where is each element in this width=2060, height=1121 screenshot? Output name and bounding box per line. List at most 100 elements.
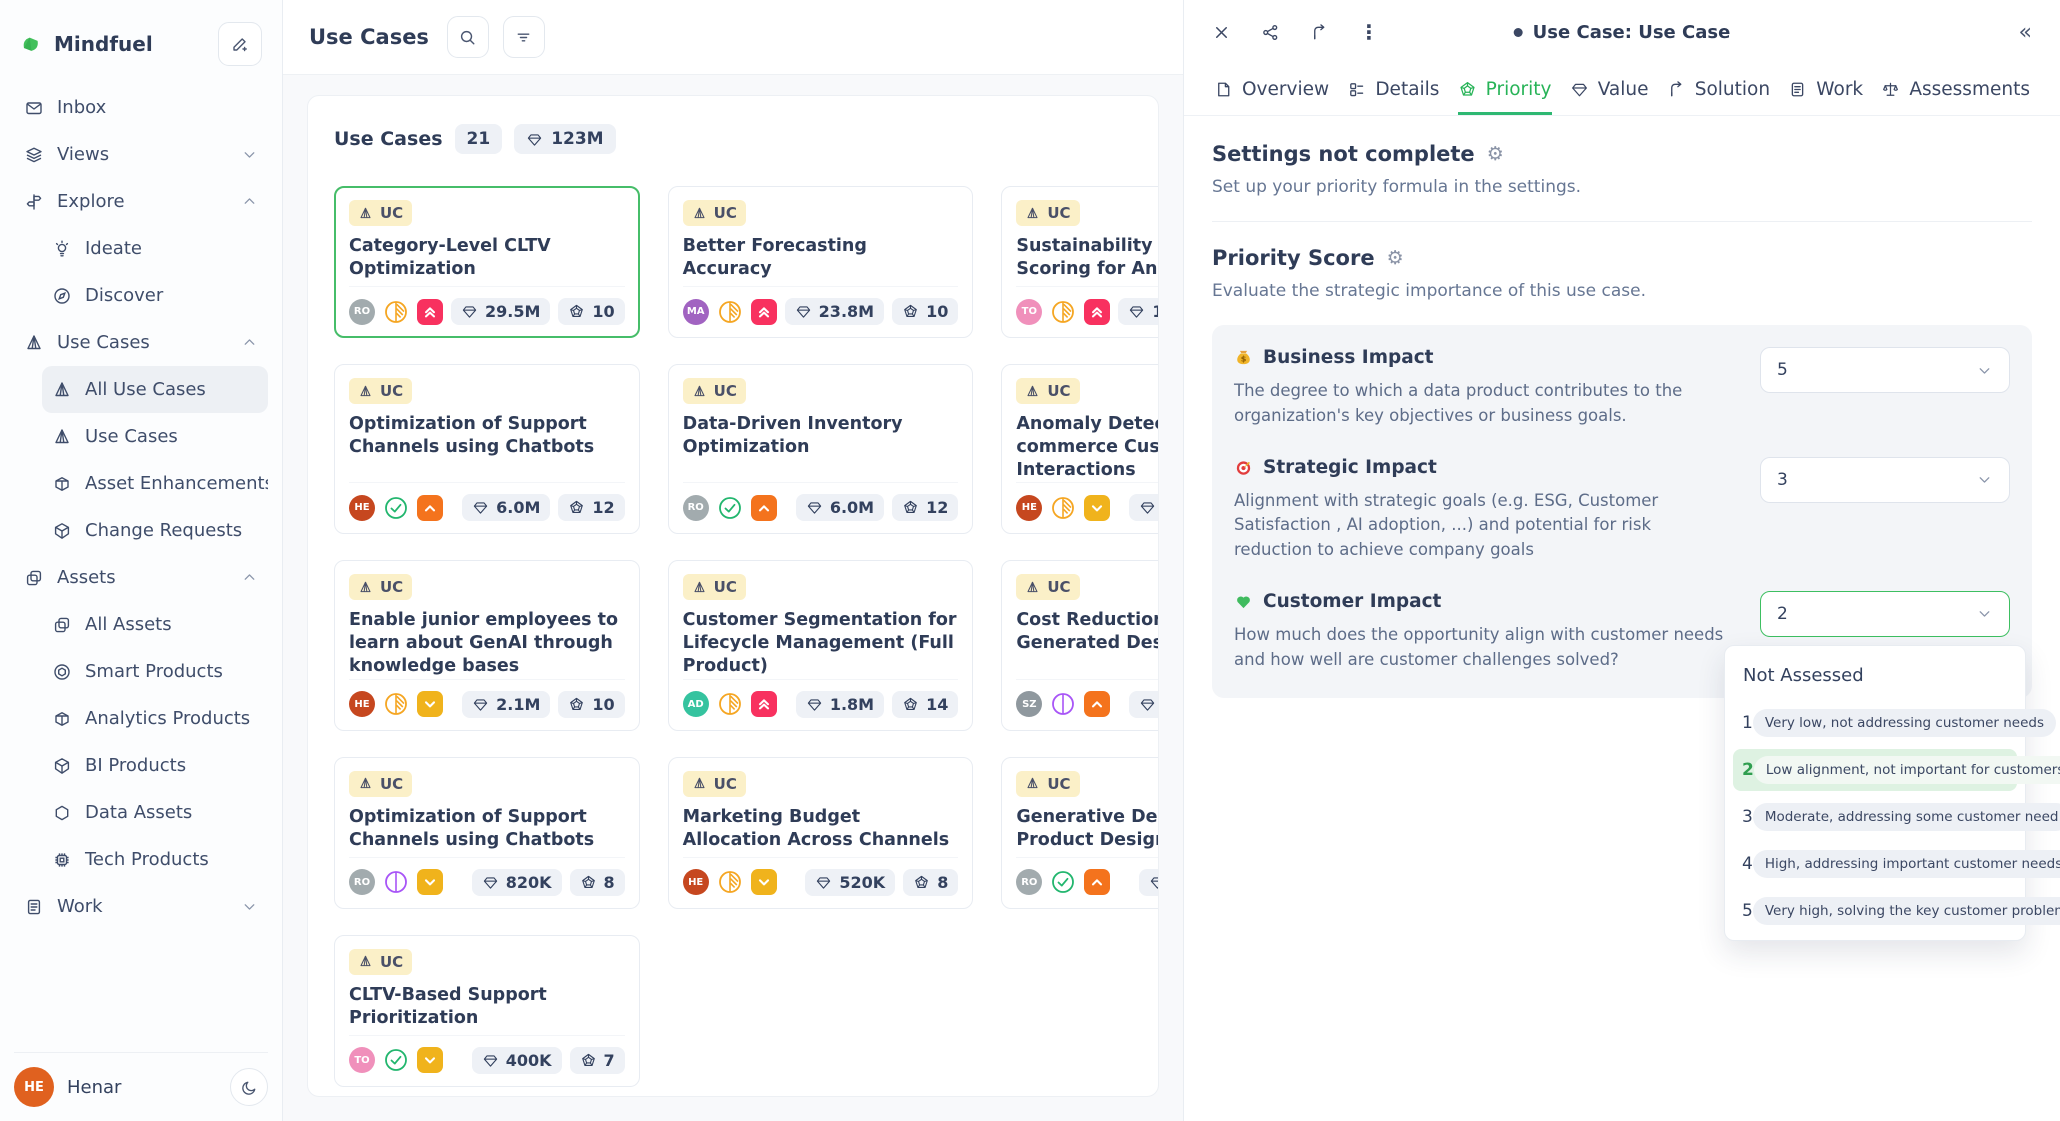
owner-avatar[interactable]: HE (682, 869, 709, 896)
gear-icon[interactable]: ⚙ (1386, 246, 1404, 269)
priority-badge[interactable] (1084, 869, 1111, 896)
priority-badge[interactable] (1084, 691, 1111, 718)
tab-priority[interactable]: Priority (1458, 64, 1552, 115)
customer-impact-select[interactable]: 2 (1760, 590, 2010, 637)
use-case-card[interactable]: UC Data-Driven Inventory Optimization RO (667, 364, 974, 535)
brand[interactable]: Mindfuel (20, 32, 206, 56)
owner-avatar[interactable]: HE (349, 691, 375, 718)
priority-badge[interactable] (417, 1047, 443, 1074)
use-case-card[interactable]: UC Sustainability Efficiency Scoring for… (1001, 186, 1158, 338)
tab-work[interactable]: Work (1788, 64, 1863, 115)
open-in-flow-button[interactable] (1310, 23, 1329, 42)
owner-avatar[interactable]: TO (1016, 298, 1043, 325)
use-case-card[interactable]: UC Customer Segmentation for Lifecycle M… (667, 560, 974, 731)
gear-icon[interactable]: ⚙ (1486, 142, 1504, 165)
dark-mode-toggle[interactable] (230, 1068, 268, 1106)
tab-details[interactable]: Details (1347, 64, 1439, 115)
sidebar-item-assets[interactable]: Assets (14, 554, 268, 601)
priority-badge[interactable] (1084, 298, 1111, 325)
sidebar-item-explore[interactable]: Explore (14, 178, 268, 225)
sidebar-item-views[interactable]: Views (14, 131, 268, 178)
gem-icon (1150, 876, 1158, 889)
sidebar-item-data-assets[interactable]: Data Assets (42, 789, 268, 836)
owner-avatar[interactable]: RO (1016, 869, 1043, 896)
share-button[interactable] (1261, 23, 1280, 42)
tab-value[interactable]: Value (1570, 64, 1649, 115)
filter-button[interactable] (502, 16, 545, 58)
owner-avatar[interactable]: SZ (1016, 691, 1043, 718)
status-icon[interactable] (1050, 299, 1076, 325)
dropdown-option[interactable]: 5 Very high, solving the key customer pr… (1733, 890, 2060, 932)
dropdown-option[interactable]: 2 Low alignment, not important for custo… (1733, 748, 2060, 791)
sidebar-item-smart-products[interactable]: Smart Products (42, 648, 268, 695)
sidebar-item-inbox[interactable]: Inbox (14, 84, 268, 131)
use-case-card[interactable]: UC Optimization of Support Channels usin… (334, 364, 640, 535)
sidebar-item-bi-products[interactable]: BI Products (42, 742, 268, 789)
owner-avatar[interactable]: RO (349, 298, 375, 325)
status-icon[interactable] (383, 495, 409, 521)
tab-solution[interactable]: Solution (1667, 64, 1770, 115)
use-case-card[interactable]: UC Better Forecasting Accuracy MA (667, 186, 974, 338)
priority-badge[interactable] (750, 494, 777, 521)
priority-badge[interactable] (417, 494, 443, 521)
dropdown-option[interactable]: 4 High, addressing important customer ne… (1733, 843, 2060, 885)
tab-overview[interactable]: Overview (1214, 64, 1329, 115)
sidebar-item-asset-enhancements[interactable]: Asset Enhancements (42, 460, 268, 507)
user-avatar[interactable]: HE (14, 1067, 54, 1107)
status-icon[interactable] (1050, 691, 1076, 717)
sidebar-item-all-use-cases[interactable]: All Use Cases (42, 366, 268, 413)
sidebar-item-use-cases-2[interactable]: Use Cases (42, 413, 268, 460)
use-case-card[interactable]: UC Marketing Budget Allocation Across Ch… (667, 756, 974, 909)
status-icon[interactable] (383, 691, 409, 717)
sidebar-item-analytics-products[interactable]: Analytics Products (42, 695, 268, 742)
dropdown-option[interactable]: 3 Moderate, addressing some customer nee… (1733, 796, 2060, 838)
use-case-card[interactable]: UC Anomaly Detection in E-commerce Custo… (1001, 364, 1158, 535)
priority-badge[interactable] (750, 298, 777, 325)
business-impact-select[interactable]: 5 (1760, 347, 2010, 393)
use-case-card[interactable]: UC Cost Reduction through AI-Generated D… (1001, 560, 1158, 731)
priority-badge[interactable] (417, 298, 443, 325)
sidebar-item-ideate[interactable]: Ideate (42, 225, 268, 272)
use-case-card[interactable]: UC Optimization of Support Channels usin… (334, 756, 640, 909)
status-icon[interactable] (383, 869, 409, 895)
owner-avatar[interactable]: HE (1016, 494, 1043, 521)
more-menu-button[interactable]: ⋮ (1359, 20, 1379, 44)
status-icon[interactable] (717, 495, 743, 521)
owner-avatar[interactable]: TO (349, 1047, 375, 1074)
strategic-impact-select[interactable]: 3 (1760, 456, 2010, 503)
close-button[interactable] (1212, 23, 1231, 42)
dropdown-option-not-assessed[interactable]: Not Assessed (1743, 664, 1864, 686)
sidebar-item-change-requests[interactable]: Change Requests (42, 507, 268, 554)
use-case-card[interactable]: UC Enable junior employees to learn abou… (334, 560, 640, 731)
owner-avatar[interactable]: RO (682, 494, 709, 521)
status-icon[interactable] (383, 299, 409, 325)
compose-button[interactable] (218, 22, 262, 66)
priority-badge[interactable] (750, 869, 777, 896)
use-case-card[interactable]: UC Category-Level CLTV Optimization RO (334, 186, 640, 338)
priority-badge[interactable] (417, 869, 443, 896)
status-icon[interactable] (1050, 495, 1076, 521)
dropdown-option[interactable]: 1 Very low, not addressing customer need… (1733, 702, 2057, 744)
owner-avatar[interactable]: MA (682, 298, 709, 325)
priority-badge[interactable] (417, 691, 443, 718)
owner-avatar[interactable]: RO (349, 869, 375, 896)
sidebar-item-discover[interactable]: Discover (42, 272, 268, 319)
use-case-card[interactable]: UC CLTV-Based Support Prioritization TO (334, 934, 640, 1087)
priority-badge[interactable] (750, 691, 777, 718)
collapse-panel-button[interactable]: « (2018, 19, 2032, 45)
owner-avatar[interactable]: AD (682, 691, 709, 718)
status-icon[interactable] (717, 691, 743, 717)
status-icon[interactable] (383, 1047, 409, 1073)
status-icon[interactable] (1050, 869, 1076, 895)
priority-badge[interactable] (1084, 494, 1111, 521)
search-button[interactable] (446, 16, 489, 58)
sidebar-item-work[interactable]: Work (14, 883, 268, 930)
status-icon[interactable] (717, 869, 743, 895)
sidebar-item-tech-products[interactable]: Tech Products (42, 836, 268, 883)
tab-assessments[interactable]: Assessments (1881, 64, 2030, 115)
sidebar-item-use-cases[interactable]: Use Cases (14, 319, 268, 366)
sidebar-item-all-assets[interactable]: All Assets (42, 601, 268, 648)
use-case-card[interactable]: UC Generative Design for Product Design … (1001, 756, 1158, 909)
status-icon[interactable] (717, 299, 743, 325)
owner-avatar[interactable]: HE (349, 494, 375, 521)
